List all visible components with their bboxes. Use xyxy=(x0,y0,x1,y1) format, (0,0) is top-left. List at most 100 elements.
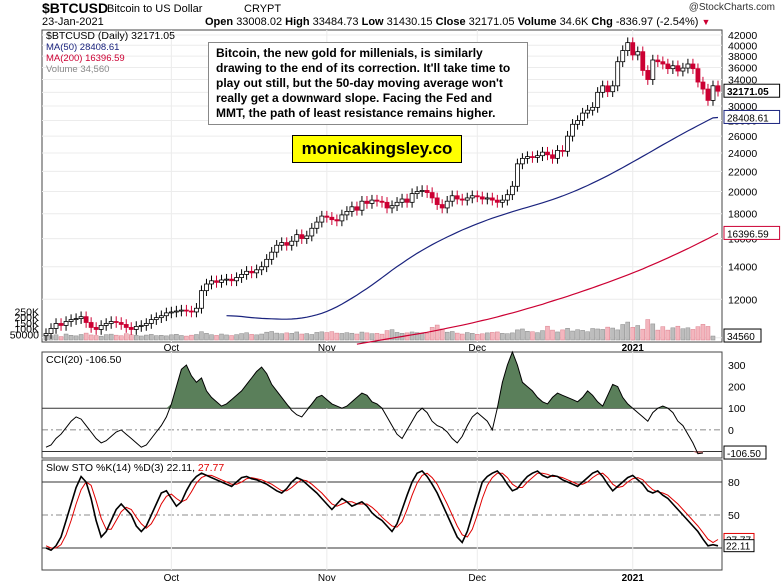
volume-bar xyxy=(555,331,560,341)
open-value: 33008.02 xyxy=(236,16,283,28)
candle-body xyxy=(133,326,139,330)
candle-body xyxy=(369,199,375,204)
volume-bar xyxy=(515,329,520,341)
volume-bar xyxy=(103,334,109,341)
volume-bar xyxy=(264,331,269,341)
candle-body xyxy=(560,150,565,152)
candle-body xyxy=(244,270,249,275)
candle-body xyxy=(515,163,520,187)
volume-bar xyxy=(128,334,134,341)
cci-tick-label: 300 xyxy=(728,360,746,372)
volume-bar xyxy=(369,333,375,341)
price-x-tick-label: Dec xyxy=(468,343,486,354)
volume-tick-label: 150K xyxy=(14,318,39,330)
candle-body xyxy=(690,63,696,70)
candle-body xyxy=(620,50,626,63)
candle-body xyxy=(424,190,430,193)
candle-body xyxy=(179,309,184,312)
candle-body xyxy=(259,266,265,271)
volume-bar xyxy=(108,333,114,341)
candle-body xyxy=(93,327,99,330)
volume-bar xyxy=(535,332,540,341)
volume-bar xyxy=(98,335,104,341)
candle-body xyxy=(595,91,601,108)
price-panel-frame xyxy=(41,29,723,343)
stochastic-x-tick-label: Nov xyxy=(318,573,336,584)
volume-bar xyxy=(194,334,199,341)
volume-bar xyxy=(475,334,480,341)
volume-label: Volume xyxy=(517,16,557,28)
volume-bar xyxy=(339,333,345,341)
candle-body xyxy=(665,63,671,70)
candle-body xyxy=(484,197,490,200)
stochastic-panel: 805020OctNovDec2021Slow STO %K(14) %D(3)… xyxy=(41,459,755,584)
candle-body xyxy=(63,321,69,326)
candle-body xyxy=(580,112,585,121)
candle-body xyxy=(550,154,555,159)
volume-bar xyxy=(625,321,630,341)
volume-bar xyxy=(224,334,229,341)
down-arrow-icon: ▼ xyxy=(701,17,711,27)
candle-body xyxy=(439,204,445,209)
volume-bar xyxy=(349,332,355,341)
candle-body xyxy=(379,200,385,203)
volume-bar xyxy=(610,327,615,341)
candle-body xyxy=(565,135,570,152)
candle-body xyxy=(459,198,465,201)
volume-bar xyxy=(274,332,279,341)
last-value-tag-box xyxy=(723,328,762,343)
stochastic-title: Slow STO %K(14) %D(3) 22.11, 27.77 xyxy=(46,462,224,474)
candle-body xyxy=(349,206,355,212)
cci-panel-frame xyxy=(41,351,723,459)
candle-body xyxy=(204,283,209,292)
stochastic-x-tick-label: 2021 xyxy=(622,573,645,584)
volume-bar xyxy=(294,331,300,341)
candle-body xyxy=(685,63,691,69)
last-value-tag-box xyxy=(723,225,781,240)
stochastic-title-k: Slow STO %K(14) %D(3) 22.11, xyxy=(46,462,198,474)
candle-body xyxy=(354,206,360,211)
volume-bar xyxy=(93,335,99,341)
volume-bar xyxy=(419,333,425,341)
volume-bar xyxy=(244,332,249,341)
price-tick-label: 38000 xyxy=(728,51,757,63)
volume-bar xyxy=(209,334,214,341)
stochastic-x-tick-label: Dec xyxy=(468,573,486,584)
candle-body xyxy=(700,81,706,90)
volume-tick-label: 250K xyxy=(14,306,39,318)
cci-panel: 300 200 100 0 CCI(20) -106.50 -106.50 xyxy=(41,350,767,460)
candle-body xyxy=(705,88,711,101)
candle-body xyxy=(625,42,631,51)
candle-body xyxy=(138,325,144,327)
candle-body xyxy=(108,321,114,324)
volume-bar xyxy=(670,327,676,341)
candle-body xyxy=(229,278,234,282)
volume-bar xyxy=(640,328,646,341)
cci-last-tag: -106.50 xyxy=(727,449,761,460)
price-tick-label: 18000 xyxy=(728,209,757,221)
volume-bar xyxy=(485,332,490,341)
candle-body xyxy=(509,185,515,196)
stochastic-last-tag-box xyxy=(723,539,755,553)
candle-body xyxy=(494,199,500,203)
volume-bar xyxy=(510,332,515,341)
candle-body xyxy=(394,201,400,207)
stochastic-d-line xyxy=(45,472,719,549)
candle-body xyxy=(284,242,290,246)
brand-watermark: monicakingsley.co xyxy=(292,135,462,163)
stochastic-tick-label: 80 xyxy=(728,477,740,489)
price-tick-label: 14000 xyxy=(728,262,757,274)
volume-bar xyxy=(179,335,184,341)
candle-body xyxy=(314,221,320,229)
volume-bar xyxy=(344,332,350,341)
volume-bar xyxy=(700,324,706,341)
volume-bar xyxy=(199,331,204,341)
ohlc-readout: Open 33008.02 High 33484.73 Low 31430.15… xyxy=(205,16,710,28)
volume-bar xyxy=(359,331,365,341)
volume-bar xyxy=(174,334,179,341)
candle-body xyxy=(695,68,701,83)
volume-bar xyxy=(299,333,305,341)
close-value: 32171.05 xyxy=(468,16,515,28)
candle-body xyxy=(389,205,395,209)
volume-bar xyxy=(324,332,330,341)
